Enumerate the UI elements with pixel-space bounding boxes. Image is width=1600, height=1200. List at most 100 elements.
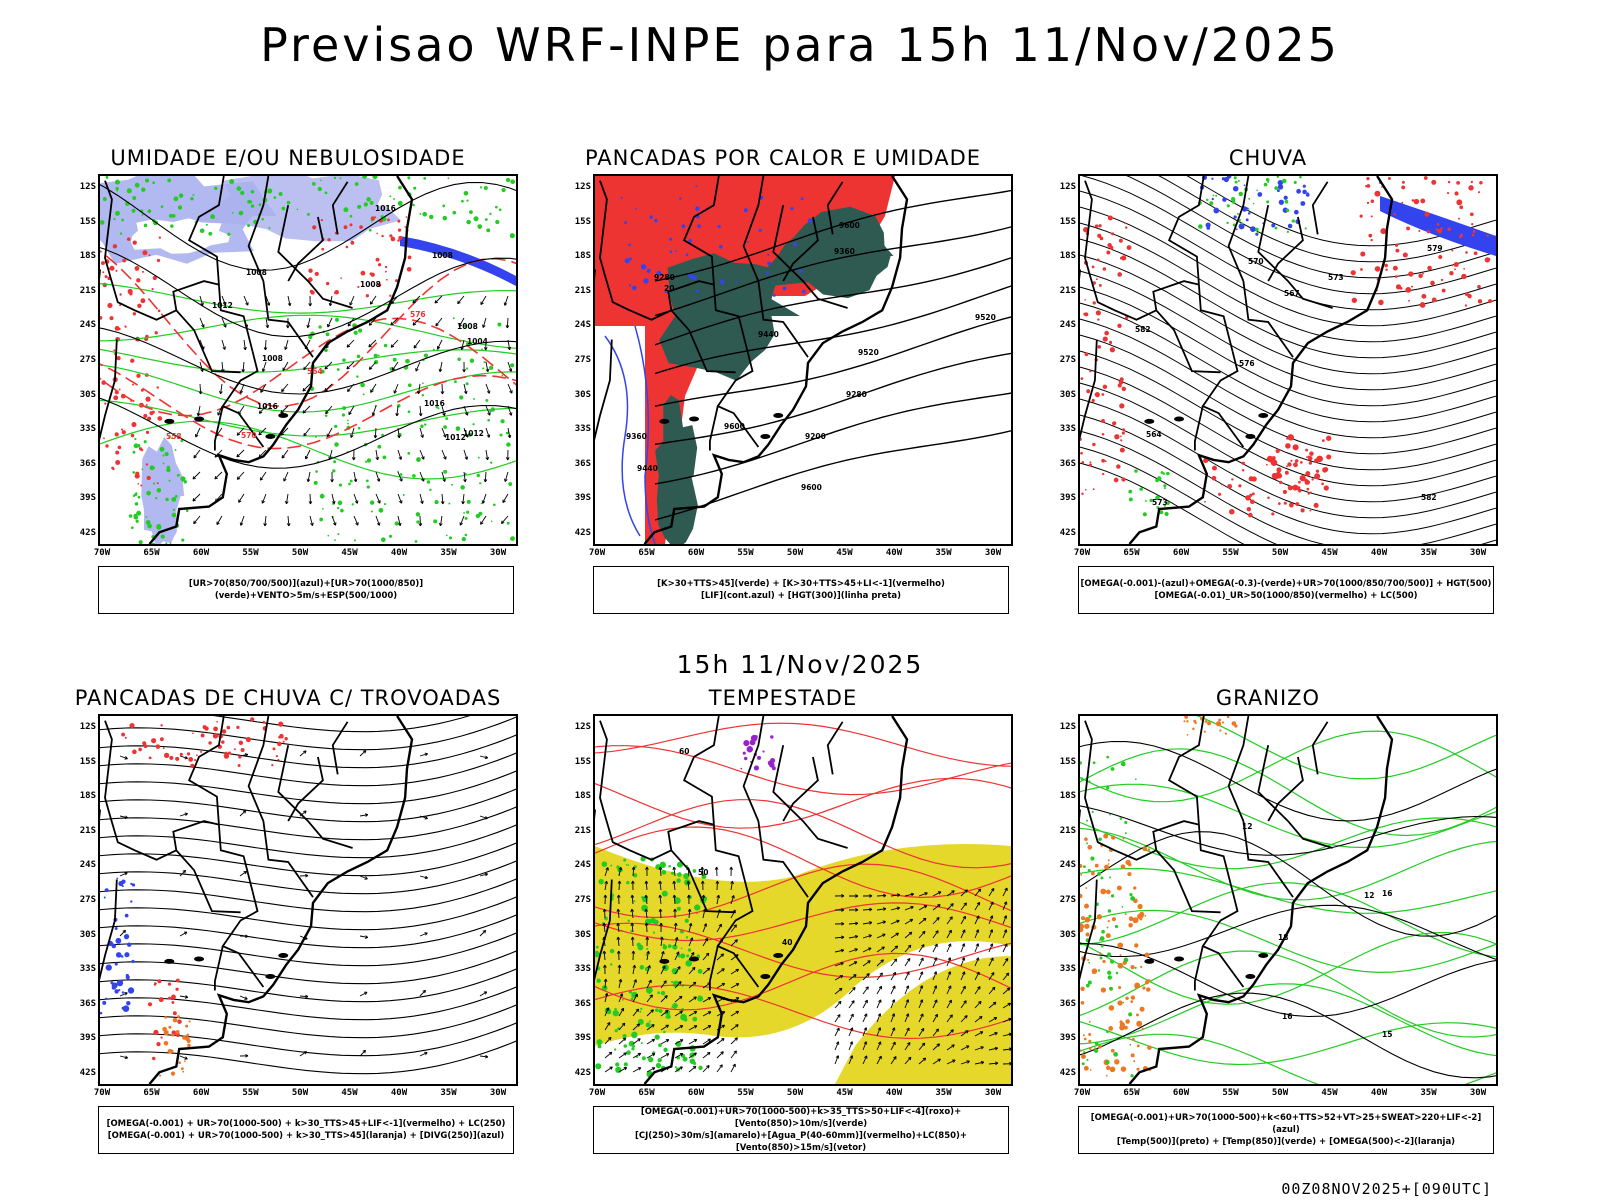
lat-tick-label: 12S xyxy=(1059,182,1076,192)
lon-tick-label: 65W xyxy=(143,1088,160,1098)
lon-tick-label: 50W xyxy=(291,548,309,558)
legend-line: [OMEGA(-0.001) + UR>70(1000-500) + k>30_… xyxy=(106,1119,506,1129)
lon-tick-label: 45W xyxy=(341,548,358,558)
contour-label: 9280 xyxy=(846,390,867,399)
lat-tick-label: 21S xyxy=(1059,285,1076,296)
lat-tick-label: 21S xyxy=(574,825,591,836)
lon-tick-label: 65W xyxy=(1123,548,1140,558)
latitude-axis: 12S 15S 18S 21S 24S 27S 30S 33S 36S 39S 42S xyxy=(1038,714,1076,1086)
lon-tick-label: 45W xyxy=(836,548,853,558)
latitude-axis: 12S 15S 18S 21S 24S 27S 30S 33S 36S 39S 42S xyxy=(553,174,591,546)
contour-label: 576 xyxy=(1239,359,1255,368)
longitude-axis: 70W 65W 60W 55W 50W 45W 40W 35W 30W xyxy=(589,1088,1013,1102)
lat-tick-label: 21S xyxy=(1059,825,1076,836)
lat-tick-label: 42S xyxy=(1059,1068,1076,1078)
lat-tick-label: 33S xyxy=(1059,964,1076,975)
lon-tick-label: 70W xyxy=(93,548,111,558)
contour-label: 1008 xyxy=(457,322,478,331)
lat-tick-label: 39S xyxy=(1059,493,1076,504)
lat-tick-label: 39S xyxy=(574,493,591,504)
contour-label: 567 xyxy=(1284,289,1300,298)
lon-tick-label: 30W xyxy=(1469,548,1487,558)
lon-tick-label: 35W xyxy=(440,548,457,558)
map-plot: 1008 1008 1008 1004 1008 1012 1016 1016 1012 1008… xyxy=(98,174,518,546)
panel-legend: [OMEGA(-0.001)+UR>70(1000-500)+k>35_TTS>… xyxy=(593,1106,1009,1154)
lon-tick-label: 45W xyxy=(1321,548,1338,558)
lon-tick-label: 70W xyxy=(588,1088,606,1098)
lat-tick-label: 36S xyxy=(1059,998,1076,1009)
panel-legend: [UR>70(850/700/500)](azul)+[UR>70(1000/8… xyxy=(98,566,514,614)
lat-tick-label: 30S xyxy=(79,389,96,400)
lat-tick-label: 21S xyxy=(79,825,96,836)
lat-tick-label: 30S xyxy=(574,389,591,400)
lat-tick-label: 15S xyxy=(574,216,591,227)
lat-tick-label: 18S xyxy=(1059,251,1076,262)
contour-label: 1016 xyxy=(375,204,396,213)
contour-label: 558 xyxy=(166,432,182,441)
lon-tick-label: 70W xyxy=(588,548,606,558)
map-svg: 40 50 60 xyxy=(595,716,1011,1084)
lat-tick-label: 36S xyxy=(1059,458,1076,469)
contour-label: 9600 xyxy=(839,221,860,230)
longitude-axis: 70W 65W 60W 55W 50W 45W 40W 35W 30W xyxy=(589,548,1013,562)
contour-label: 9600 xyxy=(801,483,822,492)
contour-label: 12 xyxy=(1364,891,1374,900)
contour-label: 576 xyxy=(410,310,426,319)
contour-label: 564 xyxy=(1146,430,1162,439)
contour-label: 9440 xyxy=(758,330,779,339)
lat-tick-label: 30S xyxy=(79,929,96,940)
lon-tick-label: 35W xyxy=(935,548,952,558)
lat-tick-label: 18S xyxy=(79,791,96,802)
contour-label: 9280 xyxy=(654,273,675,282)
map-svg: 582 582 579 576 573 573 570 567 564 xyxy=(1080,176,1496,544)
contour-label: 1012 xyxy=(445,433,466,442)
lat-tick-label: 15S xyxy=(79,216,96,227)
contour-label: 1016 xyxy=(257,402,278,411)
lat-tick-label: 24S xyxy=(574,320,591,331)
lon-tick-label: 35W xyxy=(935,1088,952,1098)
lon-tick-label: 60W xyxy=(1172,548,1190,558)
panel-title: UMIDADE E/OU NEBULOSIDADE xyxy=(110,146,466,170)
lat-tick-label: 18S xyxy=(574,251,591,262)
contour-label: 9520 xyxy=(858,348,879,357)
contour-label: 570 xyxy=(1248,257,1264,266)
contour-label: 570 xyxy=(241,431,257,440)
lon-tick-label: 55W xyxy=(242,548,259,558)
contour-label: 573 xyxy=(1328,273,1344,282)
map-plot: 582 582 579 576 573 573 570 567 564 xyxy=(1078,174,1498,546)
lat-tick-label: 33S xyxy=(574,964,591,975)
map-plot: 12 15 16 18 16 12 xyxy=(1078,714,1498,1086)
main-title: Previsao WRF-INPE para 15h 11/Nov/2025 xyxy=(260,18,1340,72)
lat-tick-label: 15S xyxy=(574,756,591,767)
lat-tick-label: 12S xyxy=(574,722,591,732)
lon-tick-label: 55W xyxy=(242,1088,259,1098)
lon-tick-label: 35W xyxy=(1420,1088,1437,1098)
lon-tick-label: 55W xyxy=(737,548,754,558)
lon-tick-label: 60W xyxy=(687,548,705,558)
lat-tick-label: 39S xyxy=(1059,1033,1076,1044)
lon-tick-label: 65W xyxy=(638,1088,655,1098)
lat-tick-label: 39S xyxy=(79,1033,96,1044)
legend-line: [OMEGA(-0.001) + UR>70(1000-500) + k>30_… xyxy=(107,1131,505,1141)
lat-tick-label: 12S xyxy=(79,722,96,732)
lon-tick-label: 60W xyxy=(192,1088,210,1098)
map-svg: 9600 9600 9600 9520 9520 9440 9440 9360 9360 9280… xyxy=(595,176,1011,544)
contour-label: 18 xyxy=(1278,933,1288,942)
lat-tick-label: 27S xyxy=(1059,895,1076,905)
lon-tick-label: 55W xyxy=(737,1088,754,1098)
legend-line: [OMEGA(-0.001)+UR>70(1000-500)+k>35_TTS>… xyxy=(640,1107,962,1129)
lon-tick-label: 60W xyxy=(1172,1088,1190,1098)
contour-label: 50 xyxy=(698,868,708,877)
panel-legend: [K>30+TTS>45](verde) + [K>30+TTS>45+LI<-… xyxy=(593,566,1009,614)
panel-title: TEMPESTADE xyxy=(708,686,858,710)
panel-title: PANCADAS POR CALOR E UMIDADE xyxy=(584,146,982,170)
panel-legend: [OMEGA(-0.001)+UR>70(1000-500)+k<60+TTS>… xyxy=(1078,1106,1494,1154)
lon-tick-label: 50W xyxy=(786,548,804,558)
contour-label: 9520 xyxy=(975,313,996,322)
lat-tick-label: 24S xyxy=(79,320,96,331)
lon-tick-label: 35W xyxy=(1420,548,1437,558)
longitude-axis: 70W 65W 60W 55W 50W 45W 40W 35W 30W xyxy=(1074,1088,1498,1102)
lat-tick-label: 36S xyxy=(79,998,96,1009)
contour-label: 9360 xyxy=(834,247,855,256)
lon-tick-label: 30W xyxy=(489,548,507,558)
